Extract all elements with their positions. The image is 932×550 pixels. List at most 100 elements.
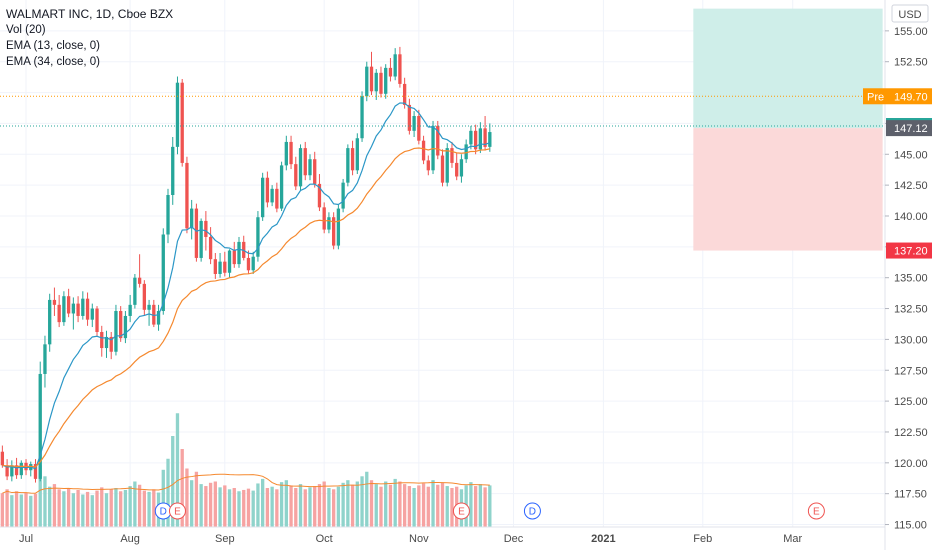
volume-indicator-label[interactable]: Vol (20): [6, 24, 46, 36]
volume-bar: [0, 493, 5, 527]
volume-bar: [379, 486, 383, 527]
volume-bar: [194, 471, 199, 527]
pre-price-tag: [863, 88, 932, 105]
prev-tag-value: 147.12: [894, 123, 928, 135]
volume-bar: [123, 489, 128, 527]
dividend-marker-label: D: [160, 507, 167, 518]
candle-body: [398, 54, 402, 84]
volume-bar: [33, 493, 38, 527]
volume-bar: [76, 489, 80, 527]
volume-bar: [426, 486, 430, 527]
candle-body: [289, 141, 293, 165]
candle-body: [57, 304, 61, 323]
volume-bar: [213, 481, 217, 527]
candle-body: [14, 465, 19, 476]
candle-body: [161, 234, 165, 312]
candle-body: [407, 104, 412, 131]
candle-body: [360, 96, 364, 139]
dividend-marker-label: D: [529, 507, 536, 518]
volume-bar: [313, 486, 317, 527]
volume-bar: [360, 476, 364, 527]
y-tick-label: 152.50: [894, 57, 928, 69]
y-tick-label: 135.00: [894, 273, 928, 285]
volume-bar: [303, 489, 307, 527]
candle-body: [185, 162, 189, 229]
loss-zone: [693, 128, 883, 251]
volume-bar: [412, 488, 416, 527]
volume-bar: [66, 488, 71, 527]
volume-bar: [308, 487, 312, 527]
ema34-indicator-label[interactable]: EMA (34, close, 0): [6, 56, 100, 68]
candle-body: [180, 82, 184, 163]
volume-bar: [114, 488, 118, 527]
volume-bar: [137, 484, 142, 527]
earnings-marker: [452, 502, 470, 520]
stop-price-tag: [886, 242, 932, 259]
candle-body: [66, 296, 71, 314]
candle-body: [237, 241, 241, 265]
candle-body: [137, 277, 142, 284]
candle-body: [473, 130, 478, 150]
candle-body: [469, 130, 473, 145]
candle-body: [313, 159, 317, 184]
stop-tag-value: 137.20: [894, 246, 928, 258]
candle-body: [62, 296, 66, 323]
candle-body: [171, 146, 175, 196]
volume-bar: [407, 486, 412, 527]
volume-bar: [104, 493, 109, 527]
candle-body: [384, 67, 388, 94]
volume-bar: [14, 491, 19, 527]
candle-body: [365, 66, 369, 97]
candle-body: [341, 182, 345, 209]
y-tick-label: 122.50: [894, 427, 928, 439]
volume-bar: [341, 482, 345, 527]
earnings-marker-label: E: [458, 507, 465, 518]
candle-body: [256, 217, 260, 257]
volume-bar: [393, 478, 397, 527]
candle-body: [402, 83, 407, 105]
volume-bar: [473, 486, 478, 527]
candle-body: [455, 162, 459, 177]
volume-bar: [29, 495, 33, 527]
candle-body: [440, 155, 445, 183]
candle-body: [166, 195, 170, 235]
candle-body: [350, 148, 355, 171]
y-tick-label: 130.00: [894, 334, 928, 346]
candle-body: [19, 462, 23, 476]
ema13-indicator-label[interactable]: EMA (13, close, 0): [6, 40, 100, 52]
candle-body: [0, 451, 5, 466]
volume-bar: [322, 481, 326, 527]
candle-body: [199, 220, 203, 258]
volume-bar: [289, 485, 293, 527]
candle-body: [412, 116, 416, 131]
candle-body: [38, 373, 42, 479]
candle-body: [147, 304, 151, 310]
candle-body: [85, 298, 90, 320]
candle-body: [218, 261, 222, 274]
volume-bar: [232, 488, 236, 527]
volume-bar: [62, 491, 66, 527]
candle-body: [445, 148, 449, 183]
volume-ma: [2, 473, 490, 494]
volume-bar: [478, 484, 483, 527]
y-tick-label: 145.00: [894, 149, 928, 161]
volume-bar: [374, 484, 378, 527]
y-tick-label: 140.00: [894, 211, 928, 223]
candle-body: [142, 283, 147, 310]
volume-bar: [469, 482, 473, 527]
volume-bar: [369, 480, 374, 527]
volume-bar: [19, 494, 23, 527]
x-tick-label: Sep: [215, 533, 235, 545]
volume-bar: [57, 489, 61, 527]
volume-bar: [440, 482, 445, 527]
candle-body: [459, 159, 464, 177]
profit-zone: [693, 8, 883, 129]
x-axis: Jul Aug Sep Oct Nov Dec 2021 Feb Mar: [0, 526, 932, 545]
candle-body: [227, 250, 232, 273]
candle-body: [213, 259, 217, 274]
volume-bar: [71, 493, 76, 527]
y-tick-label: 132.50: [894, 304, 928, 316]
candle-body: [275, 188, 279, 209]
candle-body: [204, 220, 208, 237]
